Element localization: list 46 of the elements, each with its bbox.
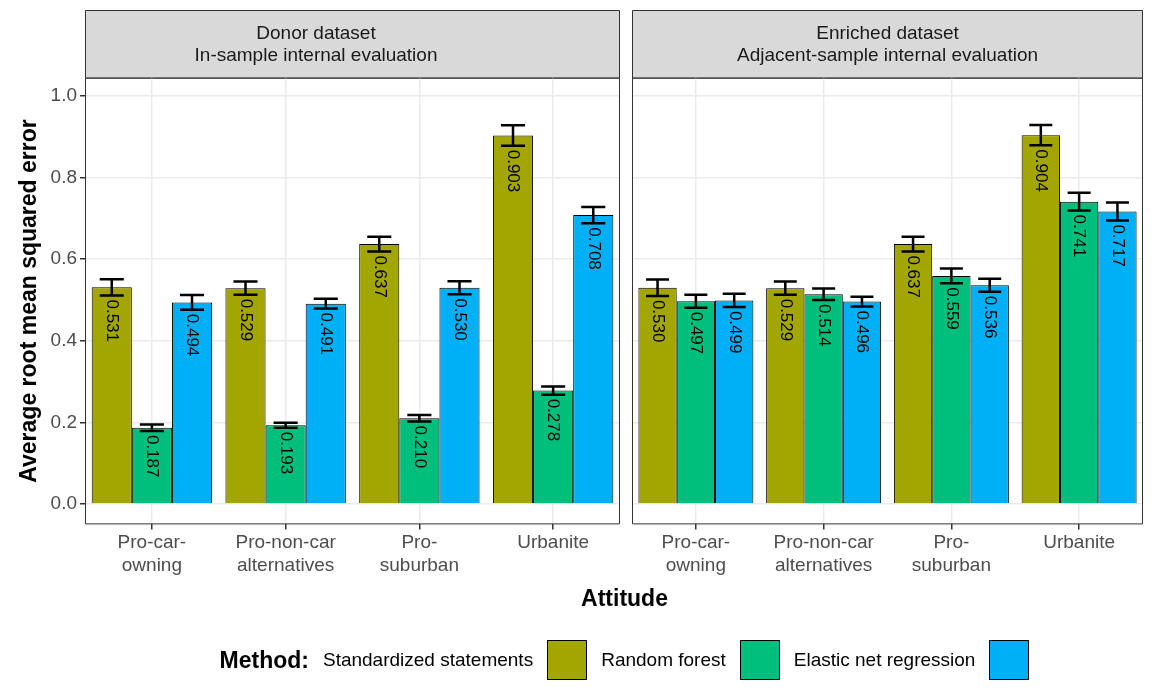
data-label: 0.530 xyxy=(450,298,470,341)
data-label: 0.637 xyxy=(370,255,390,298)
data-label: 0.514 xyxy=(814,303,834,347)
data-label: 0.708 xyxy=(584,227,604,270)
y-tick-label: 0.2 xyxy=(50,410,78,432)
x-tick-label: Pro-car-owning xyxy=(117,531,187,575)
data-label: 0.903 xyxy=(504,149,524,193)
data-label: 0.559 xyxy=(942,287,962,330)
y-tick-label: 1.0 xyxy=(50,84,78,106)
chart-title: Donor dataset In-sample internal evaluation xyxy=(194,21,438,66)
x-axis-title: Attitude xyxy=(580,585,669,612)
data-label: 0.529 xyxy=(236,298,256,342)
x-tick-label: Urbanite xyxy=(1043,531,1116,553)
data-label: 0.278 xyxy=(544,398,564,442)
data-label: 0.536 xyxy=(981,295,1001,339)
data-label: 0.193 xyxy=(276,431,296,475)
data-label: 0.531 xyxy=(103,299,123,343)
data-label: 0.210 xyxy=(410,425,430,469)
data-label: 0.529 xyxy=(776,298,796,342)
legend-label: Standardized statements xyxy=(322,649,534,671)
data-label: 0.499 xyxy=(725,310,745,354)
y-tick-label: 0.4 xyxy=(50,329,78,351)
x-tick-label: Pro-non-car alternatives xyxy=(773,531,875,575)
legend-title: Method: xyxy=(219,646,309,674)
data-label: 0.496 xyxy=(853,310,873,354)
data-label: 0.717 xyxy=(1108,224,1128,267)
y-tick-label: 0.8 xyxy=(50,165,78,187)
data-label: 0.904 xyxy=(1032,149,1052,192)
data-label: 0.530 xyxy=(648,299,668,343)
legend-label: Random forest xyxy=(601,649,726,671)
data-label: 0.637 xyxy=(904,255,924,298)
data-label: 0.741 xyxy=(1070,214,1090,258)
x-tick-label: Urbanite xyxy=(517,531,590,553)
x-tick-label: Pro-suburban xyxy=(911,531,991,575)
y-axis-title: Average root mean squared error xyxy=(15,119,42,483)
data-label: 0.494 xyxy=(183,313,203,357)
data-label: 0.187 xyxy=(143,434,163,478)
y-tick-label: 0.0 xyxy=(50,492,78,514)
x-tick-label: Pro-suburban xyxy=(379,531,459,575)
y-tick-label: 0.6 xyxy=(50,247,78,269)
data-label: 0.491 xyxy=(317,312,337,356)
x-tick-label: Pro-non-car alternatives xyxy=(235,531,337,575)
chart-title: Enriched dataset Adjacent-sample internal evaluation xyxy=(736,21,1039,66)
x-tick-label: Pro-car-owning xyxy=(661,531,731,575)
legend-label: Elastic net regression xyxy=(793,649,976,671)
data-label: 0.497 xyxy=(687,311,707,355)
